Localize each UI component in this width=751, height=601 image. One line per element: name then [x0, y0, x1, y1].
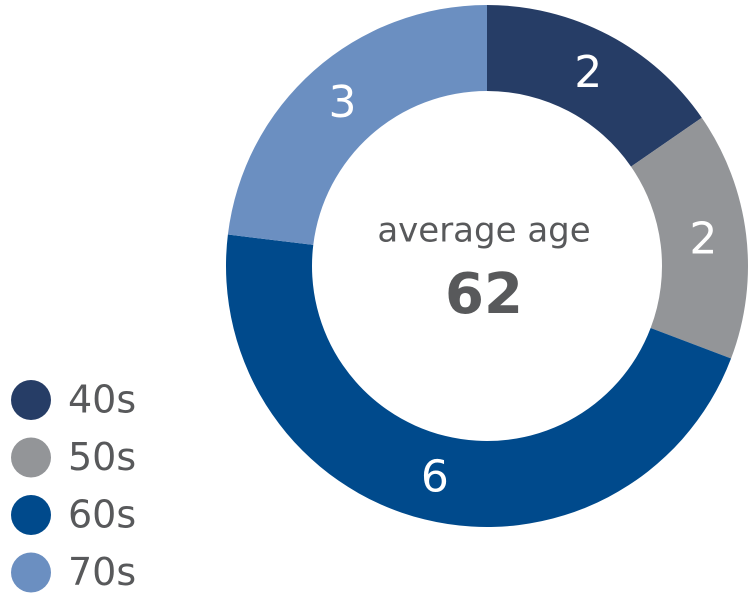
- donut-segment: [227, 5, 487, 245]
- legend-label: 50s: [68, 435, 136, 479]
- legend-swatch: [11, 380, 51, 420]
- center-label: average age: [377, 211, 590, 251]
- value-label: 2: [574, 47, 602, 98]
- legend-swatch: [11, 552, 51, 593]
- donut-segment: [487, 5, 702, 167]
- legend-swatch: [11, 437, 51, 478]
- value-label: 3: [328, 77, 356, 128]
- value-label: 2: [689, 214, 717, 265]
- donut-segment: [631, 117, 748, 359]
- legend-label: 60s: [68, 493, 136, 537]
- center-value: 62: [445, 262, 523, 327]
- value-label: 6: [421, 452, 449, 503]
- legend-label: 40s: [68, 378, 136, 422]
- donut-segment: [225, 234, 732, 528]
- legend-swatch: [11, 495, 51, 535]
- legend-label: 70s: [68, 550, 136, 594]
